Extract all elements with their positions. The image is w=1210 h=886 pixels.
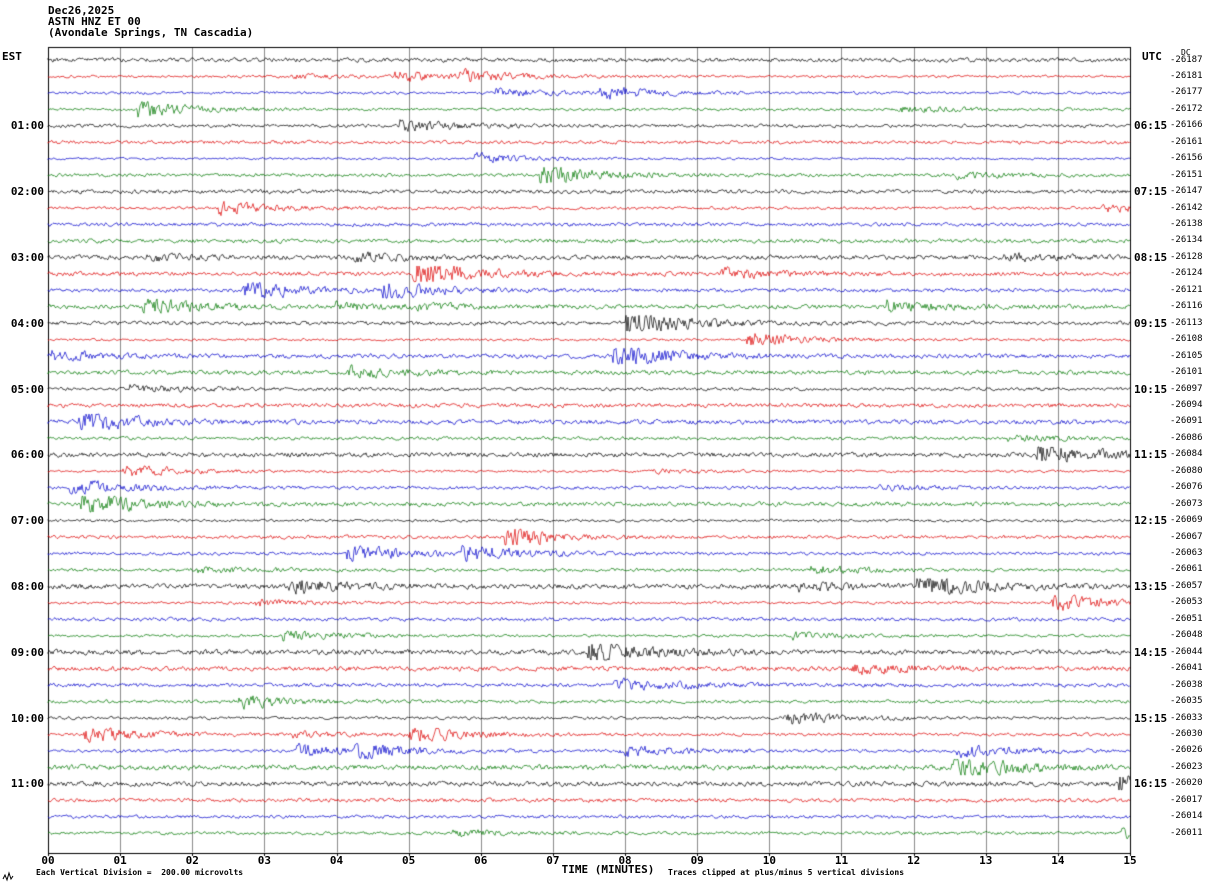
x-tick-label: 01 (113, 854, 127, 867)
trace-dc-offset: -26086 (1170, 432, 1203, 443)
trace-dc-offset: -26038 (1170, 679, 1203, 690)
trace-dc-offset: -26101 (1170, 367, 1203, 378)
logo-squiggle-icon (2, 871, 14, 882)
trace-dc-offset: -26121 (1170, 284, 1203, 295)
trace-dc-offset: -26161 (1170, 136, 1203, 147)
utc-hour-label: 14:15 (1134, 645, 1168, 659)
trace-dc-offset: -26048 (1170, 630, 1203, 641)
trace-dc-offset: -26061 (1170, 564, 1203, 575)
trace-dc-offset: -26181 (1170, 70, 1203, 81)
trace-dc-offset: -26116 (1170, 301, 1203, 312)
title-date: Dec26,2025 (48, 4, 115, 17)
title-block: Dec26,2025 ASTN HNZ ET 00 (Avondale Spri… (48, 5, 253, 38)
trace-dc-offset: -26091 (1170, 416, 1203, 427)
est-hour-label: 06:00 (10, 448, 44, 462)
trace-dc-offset: -26084 (1170, 449, 1203, 460)
trace-dc-offset: -26011 (1170, 827, 1203, 838)
trace-dc-offset: -26138 (1170, 219, 1203, 229)
trace-dc-offset: -26067 (1170, 531, 1203, 542)
x-tick-label: 02 (185, 854, 199, 867)
right-axis-header: UTC (1142, 50, 1162, 63)
utc-hour-label: 11:15 (1134, 448, 1168, 462)
trace-dc-offset: -26069 (1170, 515, 1203, 526)
trace-dc-offset: -26063 (1170, 548, 1203, 558)
est-hour-label: 08:00 (10, 579, 44, 593)
trace-dc-offset: -26041 (1170, 663, 1203, 674)
x-tick-label: 03 (257, 854, 272, 867)
footer-clip-note: Traces clipped at plus/minus 5 vertical … (668, 868, 905, 877)
trace-dc-offset: -26142 (1170, 202, 1203, 213)
utc-hour-label: 15:15 (1134, 711, 1168, 725)
trace-dc-offset: -26108 (1170, 334, 1203, 345)
x-tick-label: 10 (762, 854, 776, 867)
trace-dc-offset: -26094 (1170, 399, 1203, 410)
x-tick-label: 08 (618, 854, 632, 867)
trace-dc-offset: -26017 (1170, 794, 1203, 805)
trace-dc-offset: -26097 (1170, 383, 1203, 394)
trace-dc-offset: -26057 (1170, 580, 1203, 591)
x-tick-label: 13 (979, 854, 993, 867)
trace-dc-offset: -26113 (1170, 317, 1203, 328)
trace-dc-offset: -26172 (1170, 103, 1203, 114)
x-tick-label: 05 (402, 854, 416, 867)
trace-dc-offset: -26073 (1170, 498, 1203, 509)
trace-dc-offset: -26053 (1170, 597, 1203, 608)
trace-dc-offset: -26124 (1170, 268, 1203, 279)
utc-hour-label: 06:15 (1134, 119, 1168, 133)
est-hour-label: 04:00 (10, 316, 44, 330)
utc-hour-label: 09:15 (1134, 316, 1168, 330)
trace-dc-offset: -26177 (1170, 87, 1203, 98)
utc-hour-label: 08:15 (1134, 250, 1168, 264)
trace-dc-offset: -26187 (1170, 54, 1203, 65)
trace-dc-offset: -26105 (1170, 350, 1203, 361)
x-tick-label: 07 (546, 854, 560, 867)
title-station: ASTN HNZ ET 00 (48, 15, 141, 28)
est-hour-label: 02:00 (10, 185, 44, 199)
trace-dc-offset: -26147 (1170, 186, 1203, 197)
est-hour-label: 11:00 (10, 777, 44, 791)
x-tick-label: 12 (906, 854, 921, 867)
trace-dc-offset: -26020 (1170, 778, 1203, 789)
trace-dc-offset: -26023 (1170, 761, 1203, 772)
trace-dc-offset: -26128 (1170, 251, 1203, 262)
trace-dc-offset: -26033 (1170, 712, 1203, 723)
trace-dc-offset: -26080 (1170, 465, 1203, 476)
trace-dc-offset: -26166 (1170, 120, 1203, 131)
trace-dc-offset: -26044 (1170, 646, 1203, 657)
est-hour-label: 09:00 (10, 645, 44, 659)
x-tick-label: 11 (834, 854, 849, 867)
x-tick-label: 00 (41, 854, 55, 867)
x-tick-label: 09 (690, 854, 704, 867)
utc-hour-label: 13:15 (1134, 579, 1168, 593)
est-hour-label: 10:00 (10, 711, 44, 725)
footer-scale-note: Each Vertical Division = 200.00 microvol… (36, 868, 244, 877)
trace-dc-offset: -26076 (1170, 482, 1203, 493)
x-tick-label: 15 (1123, 854, 1137, 867)
trace-dc-offset: -26134 (1170, 235, 1203, 246)
trace-dc-offset: -26035 (1170, 696, 1203, 707)
x-tick-label: 06 (474, 854, 488, 867)
est-hour-label: 03:00 (10, 250, 44, 264)
x-axis-title: TIME (MINUTES) (561, 863, 655, 876)
utc-hour-label: 12:15 (1134, 514, 1168, 528)
trace-dc-offset: -26051 (1170, 613, 1203, 624)
trace-dc-offset: -26030 (1170, 728, 1203, 739)
utc-hour-label: 16:15 (1134, 777, 1168, 791)
x-tick-label: 04 (329, 854, 344, 867)
utc-hour-label: 10:15 (1134, 382, 1168, 396)
trace-dc-offset: -26014 (1170, 811, 1203, 822)
est-hour-label: 01:00 (10, 119, 44, 133)
dc-offset-header: DC (1181, 48, 1191, 57)
est-hour-label: 07:00 (10, 514, 44, 528)
utc-hour-label: 07:15 (1134, 185, 1168, 199)
left-axis-header: EST (2, 50, 22, 63)
trace-dc-offset: -26026 (1170, 745, 1203, 756)
trace-dc-offset: -26151 (1170, 169, 1203, 180)
trace-dc-offset: -26156 (1170, 153, 1203, 164)
est-hour-label: 05:00 (10, 382, 44, 396)
x-tick-label: 14 (1051, 854, 1065, 867)
title-location: (Avondale Springs, TN Cascadia) (48, 26, 254, 39)
